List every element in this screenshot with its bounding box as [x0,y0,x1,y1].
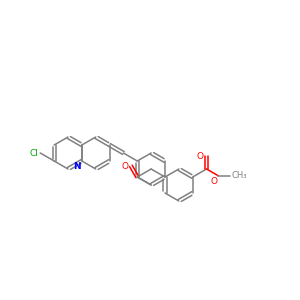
Text: O: O [122,162,129,171]
Text: O: O [196,152,204,161]
Text: CH₃: CH₃ [232,171,247,180]
Text: N: N [73,162,81,171]
Text: O: O [210,177,217,186]
Text: Cl: Cl [29,148,38,158]
